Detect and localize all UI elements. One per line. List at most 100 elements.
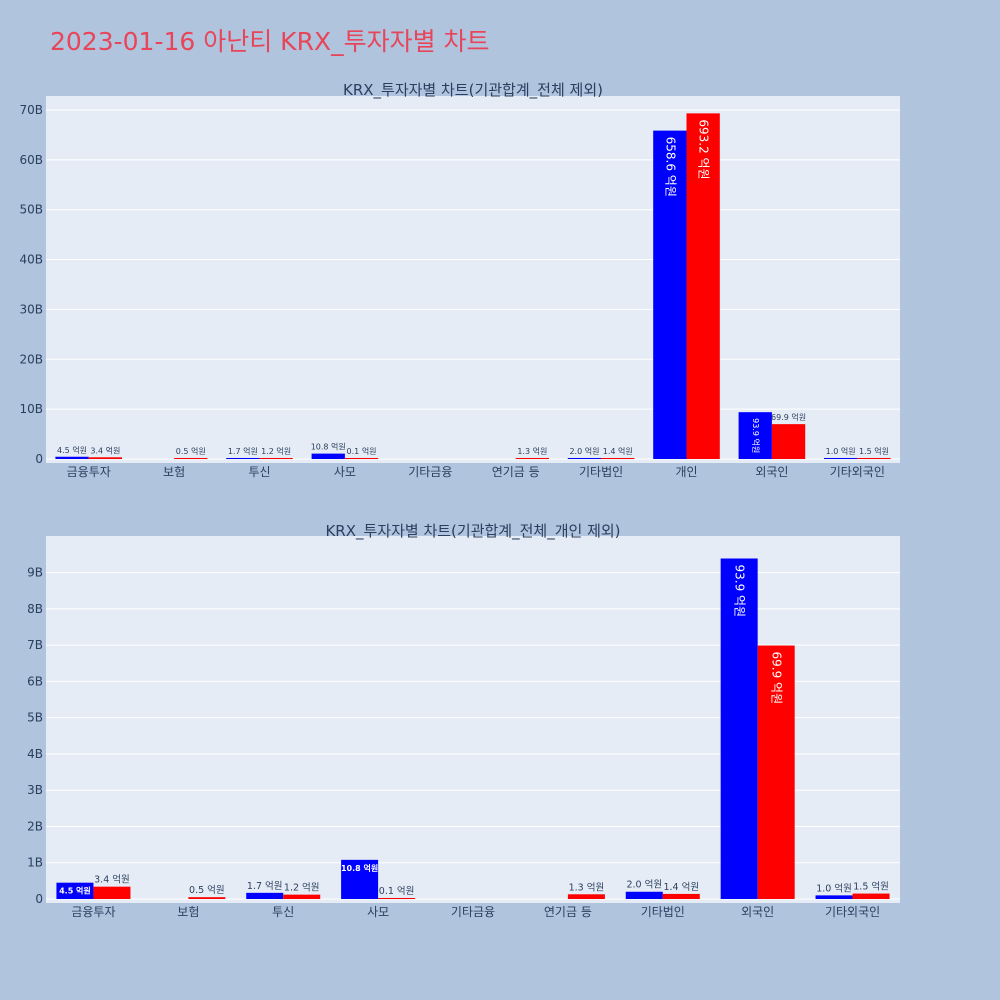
x-tick-label: 외국인 [741,905,774,919]
bar-buy [625,891,663,899]
x-tick-label: 보험 [163,465,185,479]
data-label: 1.0 억원 [826,446,856,456]
x-tick-label: 투신 [272,905,294,919]
x-tick-label: 보험 [177,905,199,919]
x-tick-label: 개인 [675,465,697,479]
bar-sell [283,894,321,899]
y-tick-label: 50B [19,203,43,217]
bar-sell [567,894,605,899]
x-tick-label: 외국인 [755,465,788,479]
y-tick-label: 1B [27,856,43,870]
bar-sell [515,458,550,459]
x-tick-label: 기타금융 [408,465,452,479]
data-label: 1.5 억원 [859,446,889,456]
bar-sell [852,893,890,899]
bar-buy [226,458,260,459]
data-label: 693.2 억원 [697,119,711,179]
data-label: 1.3 억원 [517,446,547,456]
bar-buy [55,456,89,459]
bar-sell [188,897,226,899]
bar-sell [662,893,700,899]
x-tick-label: 기타금융 [451,905,495,919]
data-label: 2.0 억원 [626,879,662,891]
data-label: 10.8 억원 [341,863,378,873]
bar-sell [686,113,720,459]
bar-buy [341,859,379,899]
data-label: 1.0 억원 [816,882,852,894]
data-label: 10.8 억원 [311,442,346,452]
y-tick-label: 0 [35,892,43,906]
bar-sell [93,886,131,899]
bar-buy [720,558,758,899]
y-tick-label: 0 [35,452,43,466]
data-label: 0.1 억원 [379,885,415,897]
bar-buy [653,130,687,459]
y-tick-label: 30B [19,302,43,316]
data-label: 93.9 억원 [733,564,747,617]
x-tick-label: 금융투자 [67,465,111,479]
chart-1: 0 10B 20B 30B 40B 50B 60B 70B KRX_투자자별 차트(기관합계_전… [19,81,900,479]
bar-buy [738,412,772,459]
y-tick-label: 60B [19,153,43,167]
y-tick-label: 2B [27,819,43,833]
bar-sell [88,457,123,459]
page-title: 2023-01-16 아난티 KRX_투자자별 차트 [50,27,490,56]
bar-buy [567,458,602,459]
y-tick-label: 6B [27,674,43,688]
y-tick-label: 8B [27,602,43,616]
data-label: 1.4 억원 [663,881,699,893]
bar-sell [378,898,416,899]
data-label: 1.3 억원 [569,881,605,893]
x-tick-label: 투신 [248,465,270,479]
data-label: 1.5 억원 [853,881,889,893]
chart-title: KRX_투자자별 차트(기관합계_전체_개인 제외) [325,522,620,541]
y-tick-label: 7B [27,638,43,652]
data-label: 4.5 억원 [57,445,87,455]
y-tick-label: 4B [27,747,43,761]
bar-buy [311,453,345,459]
bar-sell [259,458,293,459]
data-label: 93.9 억원 [751,418,761,453]
y-tick-label: 70B [19,103,43,117]
data-label: 69.9 억원 [771,412,806,422]
data-label: 1.4 억원 [603,446,633,456]
data-label: 0.1 억원 [347,446,377,456]
data-label: 69.9 억원 [770,652,784,705]
data-label: 0.5 억원 [189,884,225,896]
bar-sell [757,645,795,899]
chart-title: KRX_투자자별 차트(기관합계_전체 제외) [343,81,603,100]
chart-2: 0 1B 2B 3B 4B 5B 6B 7B 8B 9B KRX_투자자별 차트(기관합계_전체_개… [27,522,900,919]
x-tick-label: 기타외국인 [825,905,880,919]
bar-sell [601,458,635,459]
y-tick-label: 40B [19,253,43,267]
x-tick-label: 연기금 등 [544,905,592,919]
data-label: 2.0 억원 [569,446,599,456]
bar-buy [823,458,858,459]
y-tick-label: 9B [27,566,43,580]
data-label: 4.5 억원 [59,886,91,896]
bar-sell [174,458,208,459]
y-tick-label: 20B [19,352,43,366]
bar-sell [771,424,806,459]
data-label: 3.4 억원 [90,445,120,455]
bar-buy [815,895,853,899]
data-label: 0.5 억원 [176,446,206,456]
data-label: 3.4 억원 [94,874,130,886]
plot-area [46,96,900,463]
x-tick-label: 기타법인 [641,905,685,919]
bar-buy [56,882,94,899]
y-tick-label: 5B [27,711,43,725]
data-label: 1.2 억원 [284,882,320,894]
y-tick-label: 3B [27,783,43,797]
x-tick-label: 연기금 등 [492,465,540,479]
x-tick-label: 사모 [334,465,356,479]
data-label: 1.2 억원 [261,446,291,456]
bar-sell [344,458,379,459]
x-tick-label: 사모 [367,905,389,919]
data-label: 658.6 억원 [663,137,677,197]
x-tick-label: 금융투자 [71,905,115,919]
bar-buy [246,892,284,899]
x-tick-label: 기타법인 [579,465,623,479]
data-label: 1.7 억원 [228,446,258,456]
